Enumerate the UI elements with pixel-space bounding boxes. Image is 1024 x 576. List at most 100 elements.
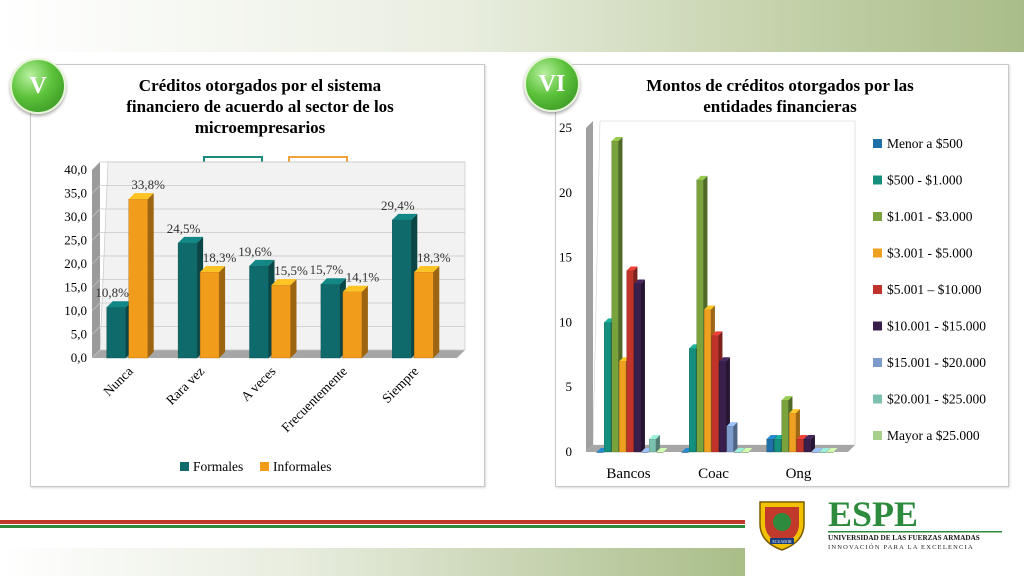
chart-v-title: Créditos otorgados por el sistema financ… [90, 75, 430, 138]
bar-top [626, 266, 638, 271]
bar-front [604, 322, 612, 453]
bar-formales [392, 213, 418, 359]
bar-front [619, 361, 627, 453]
espe-wordmark: ESPE [828, 494, 918, 534]
y-tick-label: 30,0 [64, 209, 87, 224]
x-tick-label: Bancos [606, 466, 650, 482]
bar-top [741, 448, 753, 452]
chart-v-title-line: microempresarios [194, 118, 326, 137]
bar-front [626, 270, 634, 453]
y-tick-label: 5 [566, 379, 573, 394]
bar-front [634, 283, 642, 453]
bar-series-7 [649, 435, 660, 453]
bar-top [711, 331, 723, 336]
bar-formales [177, 236, 204, 359]
chart-vi-title-line: entidades financieras [703, 97, 857, 116]
y-tick-label: 25,0 [64, 233, 87, 248]
gridline [91, 185, 465, 194]
legend-swatch [873, 431, 882, 440]
bar-top [819, 448, 830, 452]
y-tick-label: 40,0 [64, 162, 87, 177]
bar-top [804, 435, 815, 440]
y-tick-label: 20 [559, 185, 572, 200]
x-tick-label: Nunca [100, 364, 136, 400]
bar-front [681, 451, 689, 453]
bar-front [249, 265, 269, 359]
data-label: 29,4% [381, 198, 415, 213]
legend-swatch [873, 212, 882, 221]
bar-front [106, 307, 126, 359]
legend-label: $15.001 - $20.000 [887, 355, 986, 370]
bar-front [704, 309, 712, 453]
legend-label: Mayor a $25.000 [887, 428, 980, 443]
legend-swatch [873, 248, 882, 258]
bar-side [290, 279, 297, 358]
espe-tagline: INNOVACIÓN PARA LA EXCELENCIA [828, 543, 974, 551]
legend-label: $5.001 – $10.000 [887, 282, 982, 297]
bar-front [342, 291, 363, 359]
bar-top [781, 396, 793, 401]
legend-swatch [873, 321, 882, 331]
bar-top [634, 279, 645, 284]
bar-front [819, 451, 827, 453]
legend-label: Formales [193, 459, 243, 474]
x-tick-label: Frecuentemente [278, 364, 350, 436]
footer-green-line [0, 525, 745, 528]
espe-subtitle: UNIVERSIDAD DE LAS FUERZAS ARMADAS [828, 534, 980, 542]
bar-front [271, 284, 291, 359]
bar-informales [128, 193, 154, 359]
bar-top [704, 305, 715, 310]
bar-formales [249, 259, 275, 359]
bar-series-6 [726, 422, 738, 453]
chart-v-title-line: Créditos otorgados por el sistema [138, 76, 382, 95]
bar-front [826, 451, 834, 453]
legend-label: $10.001 - $15.000 [887, 319, 986, 334]
bar-top [719, 357, 730, 362]
chart-vi-title: Montos de créditos otorgados por las ent… [610, 75, 950, 117]
legend-swatch [873, 175, 882, 185]
bar-series-6 [811, 448, 823, 453]
bar-top [106, 301, 132, 308]
bar-front [781, 399, 789, 453]
bar-side [640, 279, 645, 452]
data-label: 18,3% [203, 250, 237, 265]
y-tick-label: 10 [559, 314, 572, 329]
bar-informales [414, 265, 440, 359]
bar-top [271, 279, 297, 286]
bar-informales [342, 285, 368, 359]
data-label: 14,1% [346, 270, 380, 285]
footer-red-line [0, 520, 745, 524]
bar-top [796, 435, 808, 440]
y-tick-label: 0,0 [71, 350, 87, 365]
bar-series-7 [734, 448, 745, 453]
x-tick-label: A veces [238, 364, 279, 405]
bar-top [656, 448, 668, 452]
bar-front [611, 140, 619, 453]
bar-front [689, 348, 697, 453]
bar-front [177, 242, 198, 359]
bar-informales [271, 279, 297, 359]
x-tick-label: Rara vez [163, 364, 207, 408]
bar-side [147, 193, 154, 358]
bar-front [804, 438, 812, 453]
section-badge-v: V [10, 58, 66, 114]
bar-top [696, 175, 708, 180]
gridline [91, 161, 465, 171]
legend-label: $500 - $1.000 [887, 173, 963, 188]
bar-formales [106, 301, 132, 359]
bar-front [741, 451, 749, 453]
chart-vi-title-line: Montos de créditos otorgados por las [646, 76, 914, 95]
chart-v-title-line: financiero de acuerdo al sector de los [126, 97, 394, 116]
bar-front [766, 438, 774, 453]
bar-side [810, 435, 815, 452]
bar-formales [320, 278, 346, 359]
chart-credits-by-sector: 0,0 5,0 10,0 15,0 20,0 25,0 30,0 35,0 40,0 10,8% 3… [64, 161, 466, 474]
bar-informales [199, 265, 226, 359]
bar-front [789, 412, 797, 453]
bar-front [796, 438, 804, 453]
bar-top [320, 278, 346, 285]
legend-swatch [873, 358, 882, 367]
y-tick-label: 0 [566, 444, 573, 459]
x-tick-label: Coac [698, 466, 729, 482]
bar-front [656, 451, 664, 453]
